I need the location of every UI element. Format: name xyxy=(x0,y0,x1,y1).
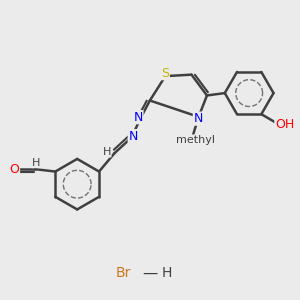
Text: N: N xyxy=(193,112,203,125)
Text: S: S xyxy=(161,67,169,80)
Text: N: N xyxy=(128,130,138,143)
Text: OH: OH xyxy=(275,118,294,131)
Text: O: O xyxy=(10,163,20,176)
Text: Br: Br xyxy=(116,266,131,280)
Text: H: H xyxy=(162,266,172,280)
Text: N: N xyxy=(134,111,143,124)
Text: —: — xyxy=(142,266,158,281)
Text: methyl: methyl xyxy=(176,135,214,145)
Text: H: H xyxy=(32,158,41,168)
Text: H: H xyxy=(103,147,111,157)
